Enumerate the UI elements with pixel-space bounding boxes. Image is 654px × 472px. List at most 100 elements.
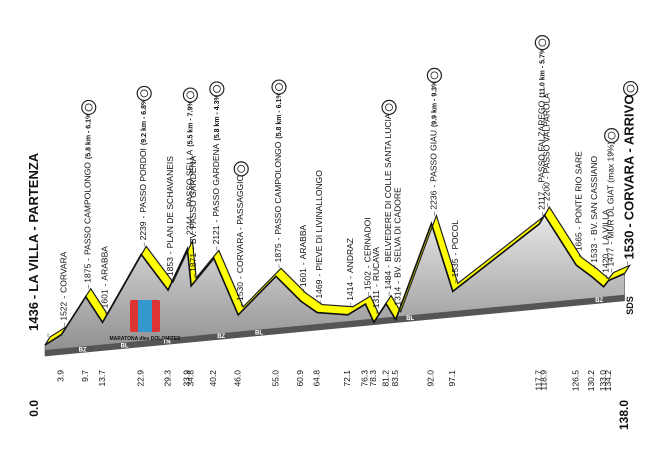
climb-icon-inner bbox=[385, 103, 393, 112]
waypoint-label: 1871-BV. PASSO GARDENA bbox=[188, 155, 198, 271]
finish-mark: SDS bbox=[625, 296, 635, 315]
altitude: 2236 bbox=[429, 190, 439, 209]
place-name: BV. PASSO GARDENA bbox=[188, 155, 198, 244]
climb-icon bbox=[233, 161, 249, 177]
place-name: PASSO PORDOI bbox=[138, 148, 148, 213]
waypoint-label: 1484 - BELVEDERE DI COLLE SANTA LUCIA bbox=[383, 113, 393, 290]
separator: - bbox=[537, 186, 547, 189]
place-name: PONTE RIO SARE bbox=[574, 151, 584, 224]
km-label: 117.7 bbox=[534, 370, 544, 391]
climb-icon bbox=[534, 35, 550, 51]
climb-detail: (9.2 km - 6.8%) bbox=[141, 96, 148, 145]
place-name: PASSO FALZAREGO bbox=[537, 100, 547, 182]
place-name: CORVARA bbox=[59, 251, 69, 293]
place-name: PASSO GIAU bbox=[429, 130, 439, 182]
climb-icon-inner bbox=[140, 89, 149, 98]
waypoint-label: 2244 - PASSO SELLA (5.5 km - 7.9%) bbox=[185, 98, 195, 235]
climb-icon bbox=[271, 79, 287, 95]
km-label: 22.9 bbox=[135, 370, 145, 387]
km-label: 92.0 bbox=[426, 370, 436, 387]
climb-detail: (11.0 km - 5.7%) bbox=[539, 46, 546, 98]
separator: - bbox=[314, 274, 324, 277]
altitude: 1420 bbox=[601, 254, 611, 273]
separator: - bbox=[165, 251, 175, 254]
altitude: 1502 bbox=[363, 271, 373, 290]
place-name: PASSO VALPAROLA bbox=[542, 93, 552, 174]
altitude: 1477 bbox=[606, 247, 616, 266]
separator: - bbox=[589, 238, 599, 241]
altitude: 1414 bbox=[345, 282, 355, 301]
km-label: 55.0 bbox=[270, 370, 280, 387]
km-label: 64.8 bbox=[311, 370, 321, 387]
separator: - bbox=[393, 281, 403, 284]
climb-icon-inner bbox=[607, 131, 616, 140]
waypoint-label: 1533 - BV. SAN CASSIANO bbox=[589, 156, 599, 263]
waypoint-label: 1436 - LA VILLA - PARTENZA bbox=[26, 152, 41, 331]
waypoint-label: 2239 - PASSO PORDOI (9.2 km - 6.8%) bbox=[138, 96, 148, 240]
altitude: 1530 bbox=[622, 231, 637, 260]
base-band bbox=[45, 294, 625, 356]
waypoint-label: 1420 - LA VILLA bbox=[601, 209, 611, 273]
altitude: 1311 bbox=[371, 290, 381, 309]
place-name: PASSO SELLA bbox=[185, 149, 195, 207]
separator: - bbox=[138, 215, 148, 218]
waypoint-label: 1853 - PLAN DE SCHAVANEIS bbox=[165, 156, 175, 276]
place-name: PASSO GARDENA bbox=[211, 143, 221, 216]
climb-icon-inner bbox=[212, 85, 221, 93]
logo-m2 bbox=[138, 300, 152, 332]
climb-icon-inner bbox=[275, 83, 283, 91]
climb-icon bbox=[182, 87, 198, 103]
km-label: 9.7 bbox=[80, 370, 90, 382]
km-label: 34.8 bbox=[185, 370, 195, 387]
altitude: 2121 bbox=[211, 225, 221, 244]
place-name: ANDRAZ bbox=[345, 238, 355, 273]
place-name: ARABBA bbox=[100, 246, 110, 281]
separator: - bbox=[100, 283, 110, 286]
km-label: 83.5 bbox=[390, 370, 400, 387]
ground bbox=[44, 214, 625, 357]
climb-icon bbox=[426, 67, 442, 83]
place-name: LA VILLA - PARTENZA bbox=[26, 152, 41, 292]
separator: - bbox=[235, 276, 245, 279]
separator: - bbox=[601, 248, 611, 251]
km-label: 138.0 bbox=[617, 400, 631, 430]
climb-detail: (9.9 km - 9.3%) bbox=[431, 78, 438, 127]
place-name: CERNADOI bbox=[363, 217, 373, 262]
waypoint-label: 1875 - PASSO CAMPOLONGO (5.8 km - 6.1%) bbox=[83, 110, 93, 282]
place-name: BELVEDERE DI COLLE SANTA LUCIA bbox=[383, 113, 393, 262]
climb-icon-inner bbox=[84, 103, 93, 112]
altitude: 1535 bbox=[450, 258, 460, 277]
climb-icon bbox=[381, 99, 397, 116]
altitude: 2239 bbox=[138, 221, 148, 240]
separator: - bbox=[383, 265, 393, 268]
altitude: 1871 bbox=[188, 253, 198, 272]
waypoint-label: 1530 - CORVARA - PASSAGGIO bbox=[235, 174, 245, 300]
place-name: RUCAVA bbox=[371, 247, 381, 281]
logo-text: MARATONA dles DOLOMITES bbox=[109, 336, 181, 342]
waypoint-label: 1502 - CERNADOI bbox=[363, 217, 373, 290]
place-name: BV. SELVA DI CADORE bbox=[393, 187, 403, 278]
climb-icon-inner bbox=[538, 38, 547, 47]
climb-icon bbox=[136, 85, 152, 102]
place-name: PASSO CAMPOLONGO bbox=[273, 141, 283, 234]
waypoint-label: 1665 - PONTE RIO SARE bbox=[574, 151, 584, 251]
climb-detail: (5.5 km - 7.9%) bbox=[187, 98, 194, 147]
separator: - bbox=[273, 237, 283, 240]
waypoint-label: 1875 - PASSO CAMPOLONGO (5.8 km - 6.1%) bbox=[273, 90, 283, 262]
waypoint-label: 2121 - PASSO GARDENA (5.8 km - 4.3%) bbox=[211, 92, 221, 244]
climb-icon bbox=[604, 128, 620, 144]
waypoint-label: 1311 - RUCAVA bbox=[371, 247, 381, 309]
separator: - bbox=[185, 210, 195, 213]
region-label: BZ bbox=[595, 298, 603, 304]
km-label: 40.2 bbox=[208, 370, 218, 387]
place-name: PIEVE DI LIVINALLONGO bbox=[314, 170, 324, 271]
waypoint-label: 2117 - PASSO FALZAREGO (11.0 km - 5.7%) bbox=[537, 46, 547, 210]
climb-detail: (5.8 km - 4.3%) bbox=[214, 92, 221, 141]
separator: - bbox=[188, 247, 198, 250]
waypoint-label: 1535 - POCOL bbox=[450, 220, 460, 278]
separator: - bbox=[606, 242, 616, 245]
altitude: 1530 bbox=[235, 282, 245, 301]
place-name: PLAN DE SCHAVANEIS bbox=[165, 156, 175, 249]
region-label: BL bbox=[255, 331, 263, 337]
km-label: 29.3 bbox=[162, 370, 172, 387]
